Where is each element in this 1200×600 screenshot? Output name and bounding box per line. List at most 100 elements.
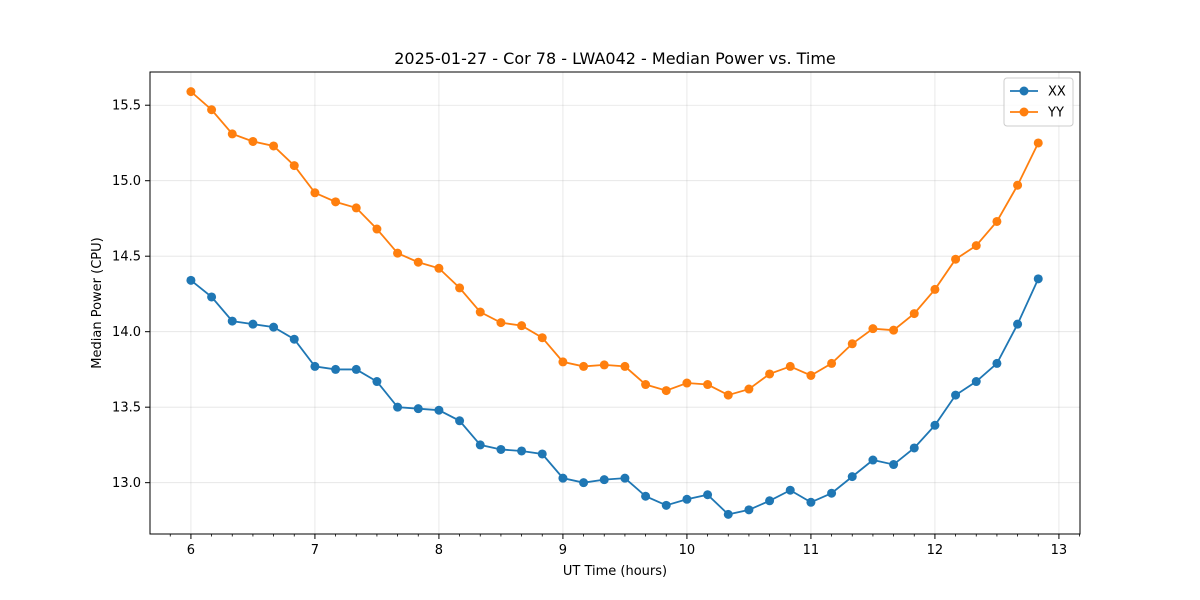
data-point-xx (248, 319, 258, 329)
x-axis-label: UT Time (hours) (563, 564, 667, 579)
series-xx (186, 274, 1043, 519)
x-tick-label: 9 (559, 543, 567, 558)
y-tick-label: 14.0 (112, 325, 141, 340)
legend-marker (1019, 107, 1029, 117)
data-point-xx (434, 405, 444, 415)
data-point-yy (207, 105, 217, 115)
data-point-yy (744, 384, 754, 394)
data-point-yy (517, 321, 527, 331)
data-point-xx (1033, 274, 1043, 284)
y-tick-label: 15.5 (112, 99, 141, 114)
data-point-yy (827, 358, 837, 368)
y-tick-label: 15.0 (112, 174, 141, 189)
data-point-yy (248, 136, 258, 146)
y-axis-label: Median Power (CPU) (90, 237, 105, 368)
data-point-xx (496, 444, 506, 454)
data-point-yy (310, 188, 320, 198)
data-point-yy (1013, 180, 1023, 190)
data-point-xx (620, 473, 630, 483)
data-point-yy (455, 283, 465, 293)
data-point-yy (992, 216, 1002, 226)
data-point-xx (723, 509, 733, 519)
x-tick-label: 11 (803, 543, 820, 558)
data-point-yy (806, 370, 816, 380)
legend-entry-xx: XX (1010, 85, 1066, 100)
data-point-xx (372, 377, 382, 387)
data-point-xx (806, 497, 816, 507)
chart-title: 2025-01-27 - Cor 78 - LWA042 - Median Po… (394, 49, 836, 68)
data-point-xx (868, 455, 878, 465)
y-tick-label: 13.5 (112, 401, 141, 416)
data-point-xx (1013, 319, 1023, 329)
y-tick-label: 13.0 (112, 476, 141, 491)
data-point-xx (331, 364, 341, 374)
data-point-xx (393, 402, 403, 412)
x-tick-label: 10 (679, 543, 696, 558)
data-point-xx (579, 478, 589, 488)
x-tick-label: 8 (435, 543, 443, 558)
data-point-yy (723, 390, 733, 400)
data-point-xx (227, 316, 237, 326)
data-point-xx (269, 322, 279, 332)
data-point-xx (186, 275, 196, 285)
axis-ticks: 6 7 8 9 10 11 12 13 13.0 13.5 14.0 14.5 15.0 15.5 (112, 99, 1080, 558)
data-point-yy (269, 141, 279, 151)
data-point-xx (599, 475, 609, 485)
data-point-yy (434, 263, 444, 273)
data-point-yy (186, 87, 196, 97)
data-point-xx (847, 472, 857, 482)
x-tick-label: 6 (187, 543, 195, 558)
data-point-xx (951, 390, 961, 400)
data-point-yy (393, 248, 403, 258)
x-tick-label: 12 (927, 543, 944, 558)
data-point-xx (930, 420, 940, 430)
data-point-yy (703, 380, 713, 390)
data-point-yy (785, 361, 795, 371)
y-tick-label: 14.5 (112, 250, 141, 265)
data-point-xx (889, 460, 899, 470)
data-point-yy (227, 129, 237, 139)
data-point-yy (599, 360, 609, 370)
data-point-yy (579, 361, 589, 371)
data-point-yy (765, 369, 775, 379)
legend-entry-yy: YY (1010, 106, 1064, 121)
data-point-yy (889, 325, 899, 335)
legend-label: XX (1048, 85, 1066, 100)
data-point-yy (372, 224, 382, 234)
data-point-yy (661, 386, 671, 396)
grid (150, 72, 1080, 534)
data-point-xx (641, 491, 651, 501)
data-point-yy (620, 361, 630, 371)
data-point-yy (351, 203, 361, 213)
data-point-xx (971, 377, 981, 387)
x-tick-label: 13 (1051, 543, 1068, 558)
data-point-yy (971, 241, 981, 251)
plot-frame (149, 71, 1081, 535)
data-point-xx (661, 500, 671, 510)
data-point-xx (558, 473, 568, 483)
data-point-yy (682, 378, 692, 388)
data-point-xx (703, 490, 713, 500)
x-tick-label: 7 (311, 543, 319, 558)
legend: XX YY (1003, 77, 1074, 127)
data-point-yy (847, 339, 857, 349)
data-point-xx (413, 404, 423, 414)
data-point-yy (413, 257, 423, 267)
data-point-yy (537, 333, 547, 343)
data-point-xx (785, 485, 795, 495)
data-point-xx (744, 505, 754, 515)
data-point-yy (496, 318, 506, 328)
data-point-xx (455, 416, 465, 426)
data-point-xx (682, 494, 692, 504)
data-point-xx (517, 446, 527, 456)
data-point-xx (765, 496, 775, 506)
data-point-yy (331, 197, 341, 207)
data-point-xx (310, 361, 320, 371)
data-point-yy (558, 357, 568, 367)
data-point-xx (909, 443, 919, 453)
data-point-xx (207, 292, 217, 302)
data-point-yy (909, 309, 919, 319)
data-point-yy (475, 307, 485, 317)
data-point-xx (351, 364, 361, 374)
